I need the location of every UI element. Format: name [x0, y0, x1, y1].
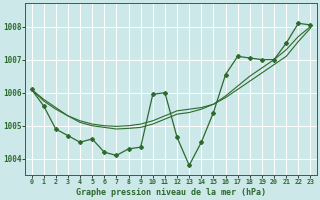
- X-axis label: Graphe pression niveau de la mer (hPa): Graphe pression niveau de la mer (hPa): [76, 188, 266, 197]
